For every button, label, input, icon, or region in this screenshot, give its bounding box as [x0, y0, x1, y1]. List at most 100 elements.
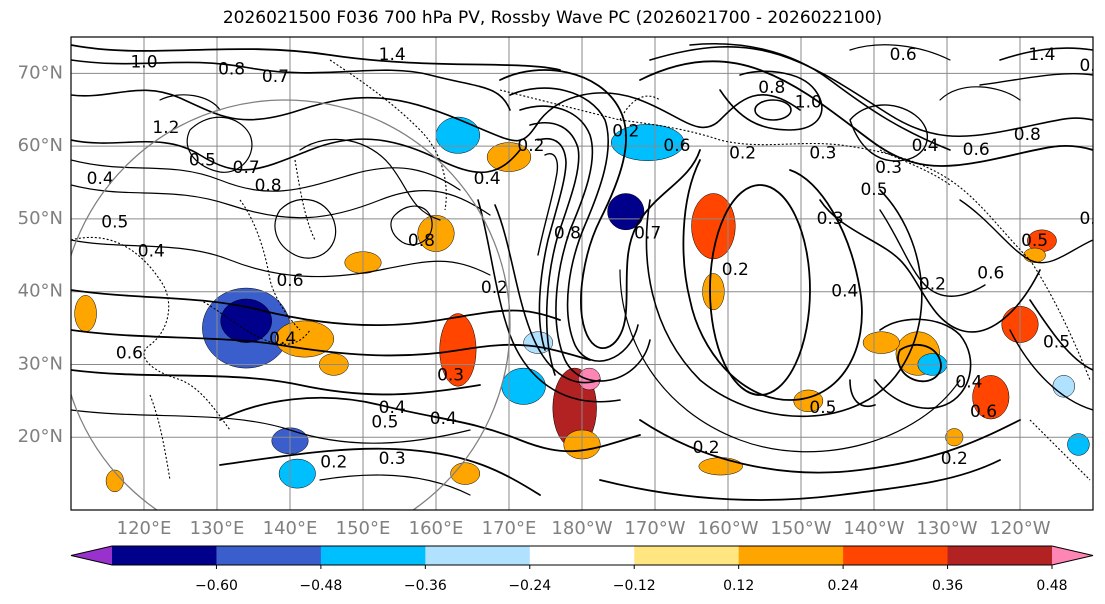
contour-label: 0.3 [437, 365, 464, 385]
contour-label: 0.6 [977, 264, 1004, 284]
colorbar-tick-label: 0.48 [1036, 578, 1067, 594]
contour-label: 0.6 [890, 45, 917, 65]
latitude-label: 50°N [18, 208, 63, 229]
contour-label: 0.5 [809, 398, 836, 418]
contour-label: 1.4 [379, 45, 406, 65]
colorbar-extend-low [71, 546, 112, 565]
colorbar-tick-label: −0.36 [404, 578, 447, 594]
contour-label: 0.7 [634, 223, 661, 243]
contour-label: 0.3 [817, 209, 844, 229]
pv-anomaly-patch [972, 375, 1010, 420]
pv-anomaly-patch [862, 331, 900, 354]
longitude-label: 120°W [989, 518, 1050, 539]
longitude-label: 150°W [770, 518, 831, 539]
pv-anomaly-patch [1067, 433, 1090, 456]
contour-label: 0.8 [408, 231, 435, 251]
contour-label: 1.0 [795, 92, 822, 112]
contour-label: 1.0 [130, 52, 157, 72]
colorbar-tick-label: −0.60 [195, 578, 238, 594]
longitude-label: 150°E [336, 518, 391, 539]
pv-anomaly-patch [610, 124, 685, 161]
longitude-label: 170°W [624, 518, 685, 539]
contour-label: 0.8 [1014, 125, 1041, 145]
colorbar-segment [112, 546, 217, 565]
contour-label: 0.3 [875, 158, 902, 178]
contour-label: 0.4 [379, 398, 406, 418]
colorbar-segment [320, 546, 426, 565]
colorbar-segment [529, 546, 635, 565]
pv-anomaly-patch [1052, 375, 1076, 398]
colorbar-tick-label: −0.12 [613, 578, 656, 594]
coastlines [71, 59, 1091, 481]
contour-label: 0.7 [262, 67, 289, 87]
graticule [71, 37, 1093, 510]
colorbar-tick-label: −0.48 [299, 578, 342, 594]
contour-label: 0.8 [218, 60, 245, 80]
contour-label: 0.8 [554, 223, 581, 243]
pv-contours [71, 42, 1093, 501]
contour-label: 0.5 [1043, 333, 1070, 353]
pv-anomaly-patch [698, 457, 743, 476]
map-title: 2026021500 F036 700 hPa PV, Rossby Wave … [222, 8, 883, 28]
contour-label: 0.3 [809, 143, 836, 163]
longitude-label: 120°E [117, 518, 172, 539]
pv-anomaly-patch [691, 193, 736, 260]
contour-label: 0.8 [758, 78, 785, 98]
contour-label: 0.6 [970, 402, 997, 422]
contour-label: 0.4 [138, 242, 165, 262]
longitude-labels: 120°E 130°E 140°E 150°E 160°E 170°E 180°W 170°W… [117, 518, 1051, 539]
pv-anomaly-patch [450, 462, 481, 485]
colorbar-tick-label: −0.24 [508, 578, 551, 594]
pv-anomaly-patch [278, 458, 316, 489]
contour-label: 0.2 [729, 143, 756, 163]
contour-label: 0.4 [912, 136, 939, 156]
colorbar-segment [634, 546, 740, 565]
contour-label: 0.2 [517, 136, 544, 156]
colorbar-tick-label: 0.24 [828, 578, 859, 594]
colorbar-segment [216, 546, 322, 565]
contour-label: 0.2 [481, 278, 508, 298]
latitude-label: 60°N [18, 135, 63, 156]
contour-label: 0.4 [430, 409, 457, 429]
contour-label: 0.5 [1021, 231, 1048, 251]
contour-labels: 1.0 1.40.8 0.71.20.5 0.70.80.40.50.40.60.60… [87, 45, 1105, 473]
contour-label: 0.5 [101, 213, 128, 233]
contour-label: 0.4 [955, 373, 982, 393]
longitude-label: 160°E [409, 518, 464, 539]
latitude-labels: 20°N 30°N 40°N 50°N 60°N 70°N [18, 62, 63, 447]
contour-label: 0.2 [320, 453, 347, 473]
contour-label: 0.5 [860, 180, 887, 200]
contour-label: 0.7 [233, 158, 260, 178]
latitude-label: 40°N [18, 281, 63, 302]
pv-anomaly-patch [607, 193, 645, 231]
longitude-label: 130°E [190, 518, 245, 539]
contour-label: 0.3 [379, 449, 406, 469]
longitude-label: 140°E [263, 518, 318, 539]
contour-label: 0.2 [722, 260, 749, 280]
contour-label: 0.2 [919, 274, 946, 294]
colorbar-segment [425, 546, 531, 565]
contour-label: 0.2 [693, 438, 720, 458]
colorbar-outline [70, 545, 1094, 566]
pv-anomaly-patch [105, 469, 124, 493]
colorbar-extend-high [1052, 546, 1093, 565]
contour-label: 0.2 [941, 449, 968, 469]
contour-label: 0.4 [1079, 56, 1105, 76]
contour-label: 0.4 [474, 169, 501, 189]
latitude-label: 70°N [18, 62, 63, 83]
colorbar-segment [843, 546, 949, 565]
pv-anomaly-patch [501, 367, 546, 405]
longitude-label: 160°W [697, 518, 758, 539]
contour-label: 0.6 [116, 344, 143, 364]
contour-label: 0.4 [1101, 151, 1105, 171]
longitude-label: 180°W [551, 518, 612, 539]
contour-label: 0.8 [255, 176, 282, 196]
colorbar: −0.60 −0.48 −0.36 −0.24 −0.12 0.12 0.24 0.36 0.4… [70, 545, 1094, 594]
contour-label: 0.2 [612, 122, 639, 142]
contour-label: 0.4 [87, 169, 114, 189]
focus-circle [71, 99, 511, 510]
pv-anomaly-patch [220, 298, 272, 343]
contour-label: 0.4 [1079, 209, 1105, 229]
contour-label: 0.6 [963, 140, 990, 160]
colorbar-segment [738, 546, 844, 565]
